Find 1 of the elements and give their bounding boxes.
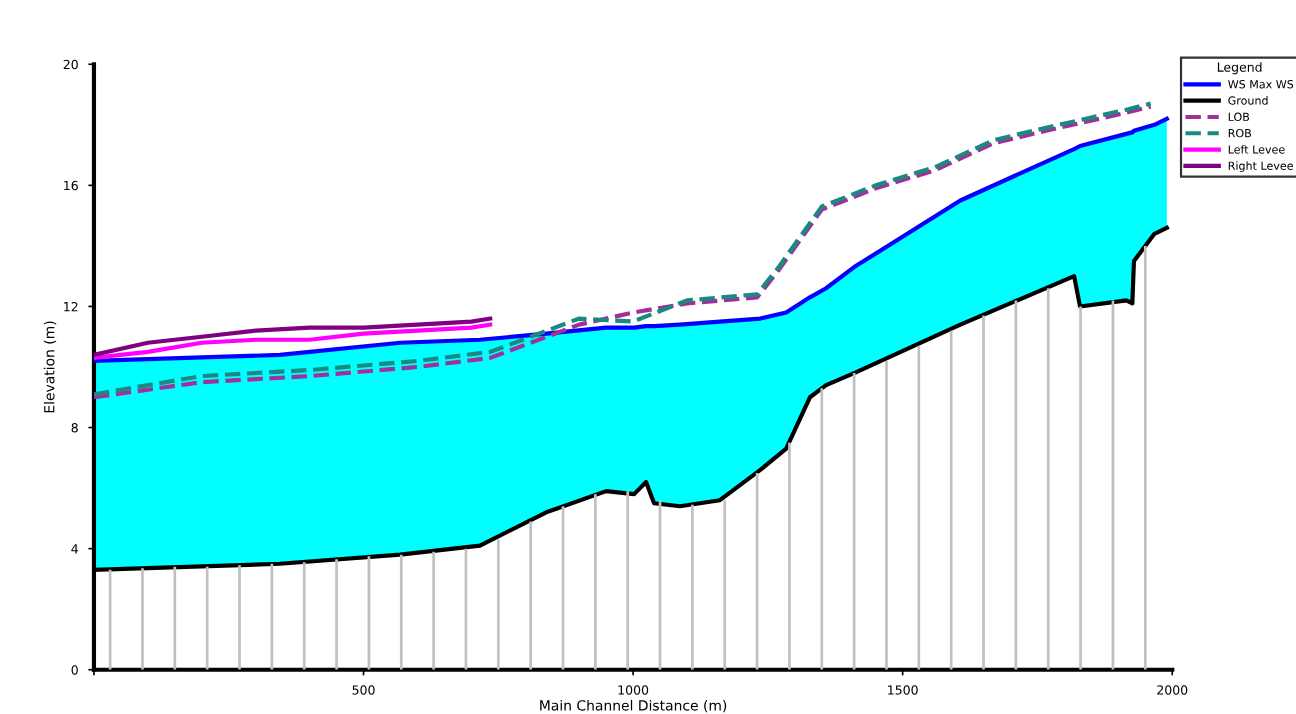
line-series [93, 116, 1169, 364]
